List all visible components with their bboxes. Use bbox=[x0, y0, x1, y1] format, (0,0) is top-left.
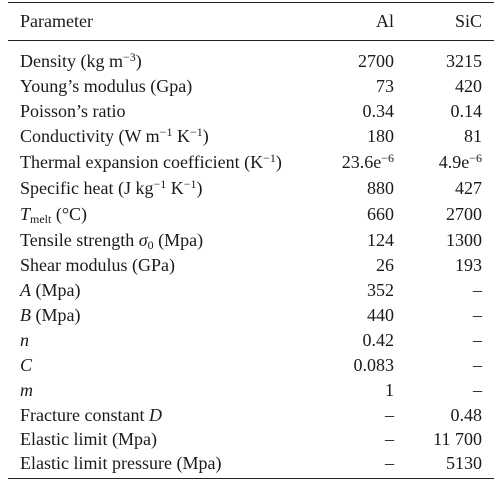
row-al-value: 124 bbox=[367, 230, 394, 250]
row-sic-value: – bbox=[473, 380, 482, 400]
row-sic-value: – bbox=[473, 355, 482, 375]
table-row: C 0.083 – bbox=[8, 353, 494, 377]
row-sic-value: 11 700 bbox=[433, 429, 482, 449]
row-al-value: 660 bbox=[367, 204, 394, 224]
header-al: Al bbox=[376, 11, 394, 31]
table-header-row: Parameter Al SiC bbox=[8, 9, 494, 33]
row-al-value: 0.42 bbox=[362, 330, 395, 350]
row-sic-value: 1300 bbox=[446, 230, 482, 250]
row-al-value: 73 bbox=[376, 76, 394, 96]
row-parameter: m bbox=[20, 380, 33, 400]
top-rule bbox=[8, 2, 494, 4]
table-row: Conductivity (W m−1 K−1) 180 81 bbox=[8, 124, 494, 148]
table-row: Tmelt (°C) 660 2700 bbox=[8, 202, 494, 226]
row-sic-value: 3215 bbox=[446, 51, 482, 71]
row-al-value: 26 bbox=[376, 255, 394, 275]
row-sic-value: 0.14 bbox=[450, 101, 483, 121]
row-sic-value: 81 bbox=[464, 126, 482, 146]
table-row: m 1 – bbox=[8, 378, 494, 402]
row-al-value: 2700 bbox=[358, 51, 394, 71]
row-parameter: Tmelt (°C) bbox=[20, 204, 88, 226]
row-parameter: Density (kg m−3) bbox=[20, 50, 142, 71]
row-al-value: 0.34 bbox=[362, 101, 395, 121]
row-al-value: 440 bbox=[367, 305, 394, 325]
row-al-value: 0.083 bbox=[353, 355, 395, 375]
table-row: Fracture constant D – 0.48 bbox=[8, 403, 494, 427]
row-al-value: – bbox=[385, 429, 394, 449]
row-sic-value: 5130 bbox=[446, 453, 482, 473]
row-parameter: Conductivity (W m−1 K−1) bbox=[20, 125, 209, 146]
row-sic-value: 2700 bbox=[446, 204, 482, 224]
row-sic-value: 420 bbox=[455, 76, 482, 96]
header-parameter: Parameter bbox=[20, 11, 93, 31]
row-sic-value: – bbox=[473, 280, 482, 300]
row-parameter: B (Mpa) bbox=[20, 305, 81, 325]
header-sic: SiC bbox=[454, 11, 482, 31]
row-parameter: n bbox=[20, 330, 29, 350]
row-sic-value: 0.48 bbox=[450, 405, 483, 425]
row-parameter: Elastic limit (Mpa) bbox=[20, 429, 157, 449]
table-row: A (Mpa) 352 – bbox=[8, 278, 494, 302]
row-al-value: 23.6e−6 bbox=[341, 151, 394, 172]
row-al-value: 180 bbox=[367, 126, 394, 146]
table-row: Shear modulus (GPa) 26 193 bbox=[8, 253, 494, 277]
row-parameter: Specific heat (J kg−1 K−1) bbox=[20, 177, 203, 198]
row-sic-value: 4.9e−6 bbox=[438, 151, 482, 172]
table-row: Density (kg m−3) 2700 3215 bbox=[8, 49, 494, 73]
row-parameter: Fracture constant D bbox=[20, 405, 162, 425]
row-sic-value: 193 bbox=[455, 255, 482, 275]
row-parameter: Thermal expansion coefficient (K−1) bbox=[20, 151, 282, 172]
row-al-value: – bbox=[385, 405, 394, 425]
row-sic-value: – bbox=[473, 305, 482, 325]
header-rule bbox=[8, 40, 494, 41]
table-row: Thermal expansion coefficient (K−1) 23.6… bbox=[8, 150, 494, 174]
row-al-value: 352 bbox=[367, 280, 394, 300]
row-parameter: A (Mpa) bbox=[20, 280, 81, 300]
table-row: B (Mpa) 440 – bbox=[8, 303, 494, 327]
table-row: Young’s modulus (Gpa) 73 420 bbox=[8, 74, 494, 98]
table-row: Elastic limit (Mpa) – 11 700 bbox=[8, 427, 494, 451]
row-parameter: Young’s modulus (Gpa) bbox=[20, 76, 193, 96]
row-parameter: Poisson’s ratio bbox=[20, 101, 126, 121]
table-row: n 0.42 – bbox=[8, 328, 494, 352]
bottom-rule bbox=[8, 478, 494, 480]
table-row: Tensile strength σ0 (Mpa) 124 1300 bbox=[8, 228, 494, 252]
row-parameter: Tensile strength σ0 (Mpa) bbox=[20, 230, 204, 252]
table-row: Specific heat (J kg−1 K−1) 880 427 bbox=[8, 176, 494, 200]
table-row: Elastic limit pressure (Mpa) – 5130 bbox=[8, 451, 494, 475]
row-al-value: 880 bbox=[367, 178, 394, 198]
row-al-value: – bbox=[385, 453, 394, 473]
row-sic-value: – bbox=[473, 330, 482, 350]
row-parameter: Elastic limit pressure (Mpa) bbox=[20, 453, 222, 473]
row-parameter: Shear modulus (GPa) bbox=[20, 255, 175, 275]
row-parameter: C bbox=[20, 355, 33, 375]
row-sic-value: 427 bbox=[455, 178, 482, 198]
table-row: Poisson’s ratio 0.34 0.14 bbox=[8, 99, 494, 123]
row-al-value: 1 bbox=[385, 380, 394, 400]
